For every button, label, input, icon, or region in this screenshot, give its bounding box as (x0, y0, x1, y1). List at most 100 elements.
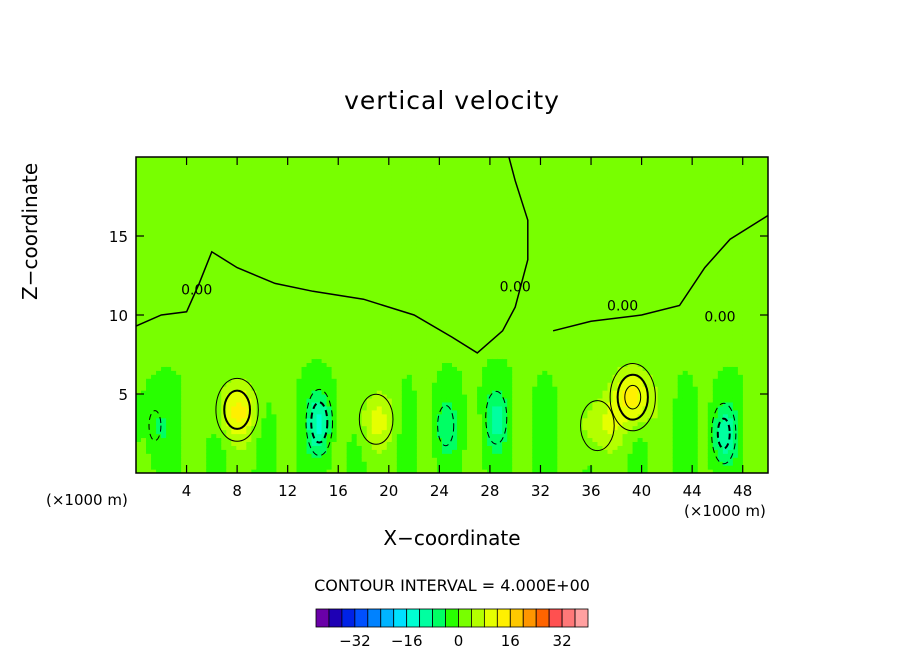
field-cell (336, 224, 343, 229)
field-cell (196, 160, 202, 166)
field-cell (306, 251, 313, 257)
field-cell (426, 295, 433, 300)
field-cell (141, 243, 147, 249)
field-cell (246, 255, 252, 261)
field-cell (371, 401, 378, 407)
field-cell (356, 267, 363, 273)
field-cell (311, 216, 318, 221)
field-cell (306, 334, 313, 340)
field-cell (291, 401, 298, 407)
field-cell (226, 275, 232, 281)
field-cell (311, 382, 318, 387)
field-cell (356, 216, 363, 221)
field-cell (301, 247, 308, 253)
field-cell (226, 362, 232, 367)
field-cell (221, 247, 227, 253)
field-cell (416, 204, 423, 209)
field-cell (446, 386, 453, 391)
field-cell (401, 386, 408, 391)
field-cell (266, 461, 273, 466)
field-cell (401, 437, 408, 442)
field-cell (216, 386, 222, 391)
field-cell (181, 263, 187, 269)
field-cell (266, 453, 273, 458)
field-cell (291, 291, 298, 296)
field-cell (351, 287, 358, 292)
field-cell (361, 409, 368, 415)
field-cell (246, 311, 252, 316)
field-cell (386, 366, 393, 371)
field-cell (301, 315, 308, 320)
field-cell (406, 338, 413, 344)
field-cell (296, 279, 303, 284)
field-cell (211, 220, 217, 225)
field-cell (211, 192, 217, 198)
field-cell (371, 445, 378, 450)
field-cell (241, 216, 247, 221)
field-cell (366, 374, 373, 379)
field-cell (431, 449, 438, 454)
field-cell (176, 433, 182, 439)
field-cell (281, 330, 288, 336)
field-cell (246, 358, 252, 363)
field-cell (161, 299, 167, 304)
field-cell (181, 160, 187, 166)
field-cell (191, 409, 197, 415)
field-cell (181, 429, 187, 435)
field-cell (381, 275, 388, 281)
field-cell (251, 216, 257, 221)
field-cell (411, 216, 418, 221)
field-cell (206, 469, 212, 473)
field-cell (346, 421, 353, 427)
field-cell (436, 271, 443, 277)
field-cell (171, 299, 177, 304)
field-cell (431, 255, 438, 261)
field-cell (176, 303, 182, 308)
field-cell (381, 287, 388, 292)
field-cell (261, 390, 268, 395)
field-cell (281, 188, 288, 194)
field-cell (226, 168, 232, 174)
field-cell (166, 247, 172, 253)
field-cell (246, 220, 252, 225)
field-cell (231, 204, 237, 209)
field-cell (441, 283, 448, 288)
field-cell (156, 236, 162, 241)
field-cell (431, 200, 438, 205)
field-cell (221, 236, 227, 241)
field-cell (176, 236, 182, 241)
field-cell (186, 449, 192, 454)
field-cell (421, 216, 428, 221)
field-cell (341, 295, 348, 300)
field-cell (381, 342, 388, 348)
field-cell (426, 362, 433, 367)
field-cell (421, 279, 428, 284)
field-cell (331, 346, 338, 352)
field-cell (191, 164, 197, 170)
field-cell (351, 457, 358, 462)
field-cell (146, 441, 152, 446)
field-cell (286, 405, 293, 411)
field-cell (296, 382, 303, 387)
field-cell (346, 425, 353, 431)
field-cell (236, 370, 242, 375)
field-cell (256, 390, 262, 395)
field-cell (211, 362, 217, 367)
field-cell (391, 228, 398, 233)
field-cell (136, 208, 142, 213)
field-cell (386, 413, 393, 419)
field-cell (236, 386, 242, 391)
field-cell (371, 370, 378, 375)
field-cell (176, 461, 182, 466)
field-cell (246, 437, 252, 442)
field-cell (191, 449, 197, 454)
field-cell (436, 374, 443, 379)
field-cell (296, 401, 303, 407)
field-cell (171, 283, 177, 288)
field-cell (196, 382, 202, 387)
field-cell (276, 437, 283, 442)
field-cell (166, 307, 172, 312)
field-cell (216, 358, 222, 363)
field-cell (361, 157, 368, 162)
field-cell (261, 417, 268, 423)
